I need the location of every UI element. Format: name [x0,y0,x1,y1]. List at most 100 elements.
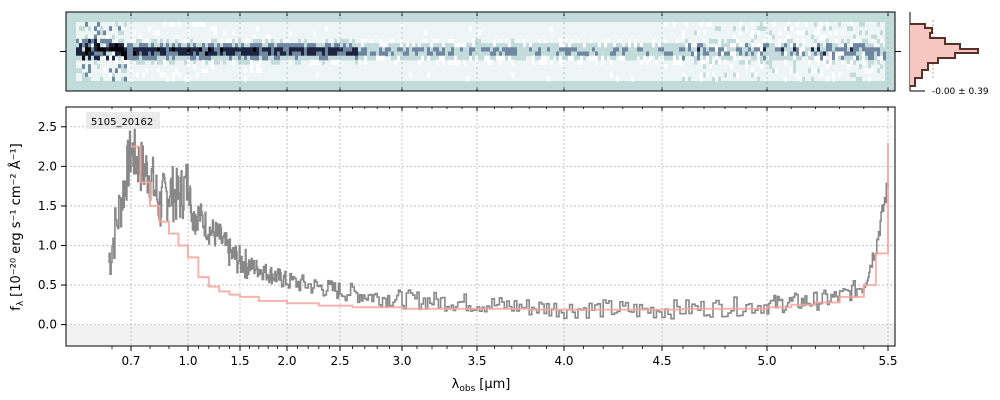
pixel [307,51,310,57]
pixel [796,30,799,36]
pixel [493,47,496,52]
pixel [157,51,160,57]
pixel [190,38,193,44]
pixel [802,76,805,82]
pixel [142,51,145,57]
pixel [832,47,835,52]
pixel [700,59,703,65]
pixel [799,30,802,36]
pixel [772,55,775,61]
pixel [565,55,568,61]
pixel [772,34,775,40]
pixel [235,55,238,61]
pixel [322,51,325,57]
pixel [367,51,370,57]
pixel [835,47,838,52]
pixel [286,47,289,52]
pixel [250,55,253,61]
pixel [682,72,685,78]
pixel [466,43,469,48]
pixel [103,68,106,74]
pixel [85,76,88,82]
pixel [424,55,427,61]
pixel [547,47,550,52]
pixel [271,47,274,52]
pixel [292,47,295,52]
pixel [874,51,877,57]
pixel [208,51,211,57]
pixel [163,51,166,57]
pixel [388,38,391,44]
pixel [754,34,757,40]
pixel [163,43,166,48]
pixel [481,55,484,61]
pixel [91,47,94,52]
pixel [481,47,484,52]
pixel [454,47,457,52]
pixel [853,51,856,57]
pixel [403,47,406,52]
pixel [862,43,865,48]
pixel [880,47,883,52]
pixel [340,43,343,48]
pixel [715,51,718,57]
pixel [448,51,451,57]
pixel [676,55,679,61]
pixel [829,59,832,65]
pixel [556,47,559,52]
pixel [304,51,307,57]
pixel [628,51,631,57]
pixel [802,38,805,44]
series-data-line [108,127,889,320]
pixel [121,51,124,57]
pixel [847,26,850,31]
pixel [466,55,469,61]
pixel [541,43,544,48]
pixel [835,30,838,36]
pixel [820,51,823,57]
pixel [748,43,751,48]
pixel [259,47,262,52]
pixel [583,43,586,48]
pixel [286,43,289,48]
pixel [76,38,79,44]
pixel [79,51,82,57]
pixel [778,38,781,44]
pixel [244,38,247,44]
pixel [475,47,478,52]
pixel [682,34,685,40]
pixel [856,47,859,52]
pixel [298,38,301,44]
pixel [247,43,250,48]
pixel [256,64,259,69]
panel-2d-spectrum [60,11,901,92]
pixel [562,47,565,52]
pixel [772,51,775,57]
pixel [649,43,652,48]
pixel [121,76,124,82]
pixel [190,43,193,48]
pixel [784,51,787,57]
pixel [271,38,274,44]
pixel [664,51,667,57]
pixel [415,55,418,61]
pixel [616,47,619,52]
pixel [565,43,568,48]
pixel [478,51,481,57]
pixel [826,22,829,27]
pixel [466,47,469,52]
pixel [814,38,817,44]
pixel [760,59,763,65]
pixel [721,38,724,44]
pixel [667,43,670,48]
pixel [649,55,652,61]
pixel [418,47,421,52]
pixel [514,55,517,61]
pixel [544,55,547,61]
pixel [682,55,685,61]
pixel [880,51,883,57]
pixel [214,38,217,44]
pixel [499,59,502,65]
pixel [436,47,439,52]
pixel [826,64,829,69]
